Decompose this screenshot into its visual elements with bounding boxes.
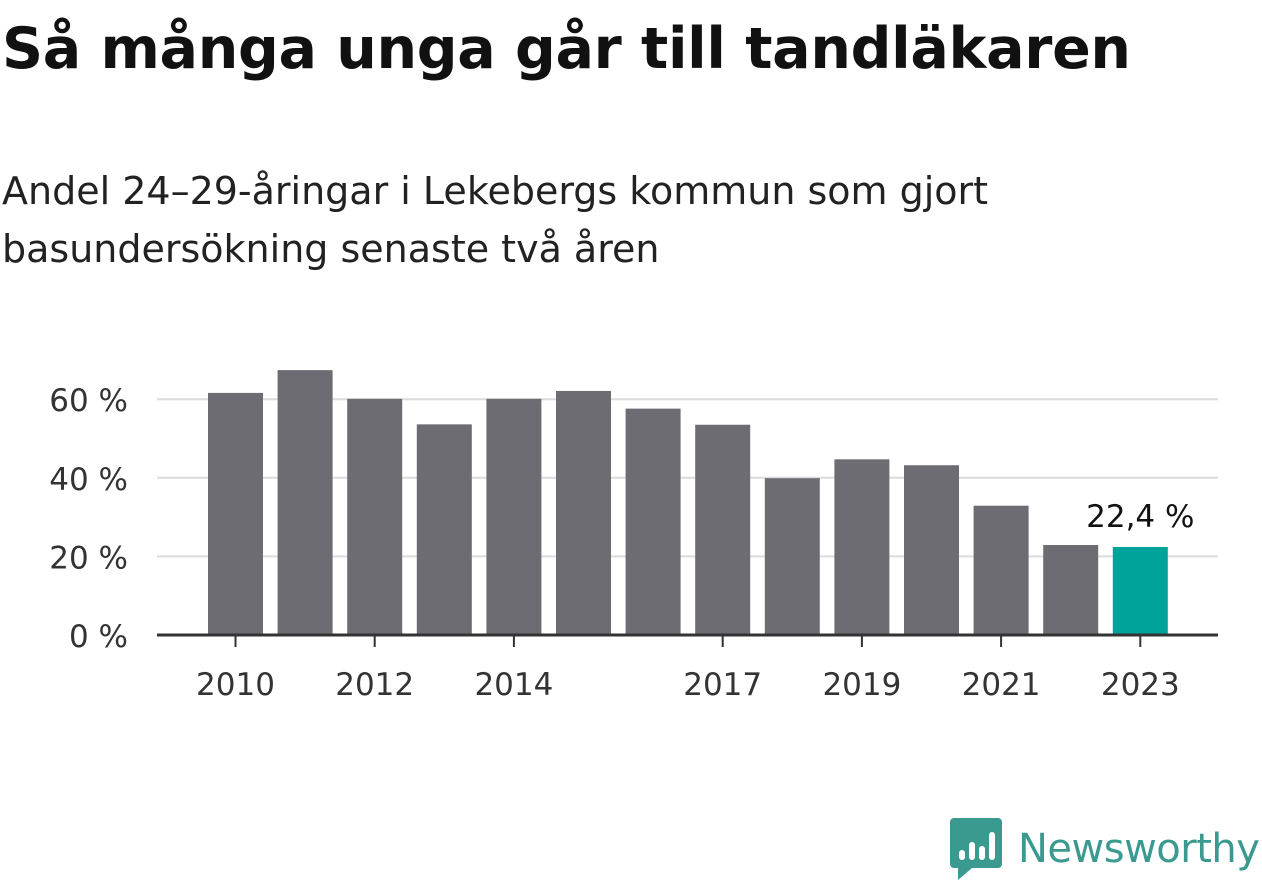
- bar-2014: [486, 398, 542, 635]
- y-tick-label: 40 %: [49, 462, 128, 498]
- x-tick-label: 2021: [962, 667, 1041, 703]
- bar-2021: [973, 505, 1029, 635]
- bars: [208, 370, 1168, 635]
- bar-2023: [1112, 546, 1168, 635]
- bar-2020: [904, 465, 959, 635]
- x-tick-label: 2023: [1101, 667, 1180, 703]
- bar-2017: [695, 424, 751, 635]
- bar-2012: [347, 398, 403, 635]
- y-tick-label: 0 %: [69, 619, 128, 655]
- bar-2011: [277, 370, 333, 635]
- chart-title: Så många unga går till tandläkaren: [2, 16, 1131, 82]
- bar-2022: [1043, 545, 1099, 635]
- data-label-2023: 22,4 %: [1086, 499, 1194, 535]
- bar-2018: [764, 478, 820, 635]
- bar-2013: [416, 424, 472, 635]
- labels: 0 % 20 % 40 % 60 % 22,4 % 2010 2012 2014 2017 201…: [49, 383, 1194, 703]
- gridlines: [157, 398, 1218, 558]
- x-tick-label: 2010: [196, 667, 275, 703]
- bar-2016: [625, 408, 681, 635]
- x-tick-label: 2014: [474, 667, 553, 703]
- y-tick-label: 20 %: [49, 540, 128, 576]
- brand-logo: Newsworthy: [950, 818, 1260, 880]
- chart-subtitle: Andel 24–29-åringar i Lekebergs kommun s…: [2, 169, 989, 271]
- y-tick-label: 60 %: [49, 383, 128, 419]
- newsworthy-logo-icon: [950, 818, 1002, 880]
- bar-2015: [556, 390, 611, 635]
- axes: [157, 633, 1218, 647]
- x-tick-label: 2017: [683, 667, 762, 703]
- bar-2010: [208, 392, 263, 635]
- bar-2019: [834, 459, 890, 635]
- x-tick-label: 2012: [335, 667, 414, 703]
- brand-name: Newsworthy: [1018, 826, 1260, 872]
- x-tick-label: 2019: [822, 667, 901, 703]
